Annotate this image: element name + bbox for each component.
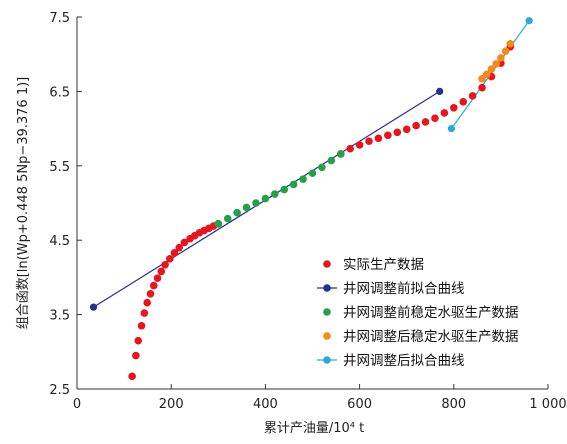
data-point — [161, 260, 169, 269]
data-point — [180, 238, 189, 247]
fit-line-endpoint — [447, 125, 456, 133]
x-tick-label: 0 — [73, 397, 81, 412]
data-point — [299, 175, 307, 183]
x-tick-label: 800 — [441, 397, 466, 412]
data-point — [132, 351, 140, 360]
data-point — [468, 92, 477, 100]
plot-area — [89, 17, 533, 381]
data-point — [501, 47, 510, 56]
data-point — [346, 144, 354, 153]
legend-label: 井网调整后拟合曲线 — [343, 353, 465, 369]
data-point — [242, 203, 251, 212]
axes — [76, 17, 548, 390]
data-point — [487, 65, 496, 73]
data-point — [482, 70, 491, 79]
data-point — [140, 309, 149, 317]
data-point — [431, 114, 439, 122]
data-point — [289, 180, 298, 189]
data-point — [478, 74, 486, 83]
data-point — [355, 141, 364, 149]
data-point — [170, 249, 179, 257]
data-point — [308, 169, 317, 178]
data-point — [280, 185, 289, 194]
data-point — [128, 372, 136, 381]
x-tick-label: 400 — [253, 397, 278, 412]
data-point — [412, 121, 420, 130]
legend-marker — [323, 332, 331, 340]
data-point — [223, 214, 232, 223]
data-point — [318, 163, 326, 172]
x-tick-label: 1 000 — [529, 397, 566, 412]
x-tick-label: 600 — [347, 397, 372, 412]
data-point — [374, 134, 383, 143]
data-point — [143, 298, 151, 307]
data-point — [497, 54, 505, 62]
y-axis-label: 组合函数[ln(Wp+0.448 5Np−39.376 1)] — [16, 77, 31, 330]
data-point — [146, 289, 155, 298]
data-point — [440, 109, 449, 117]
fit-line-endpoint — [436, 87, 444, 95]
y-tick-label: 7.5 — [49, 11, 70, 26]
y-tick-label: 5.5 — [49, 160, 70, 175]
data-point — [421, 118, 430, 126]
data-point — [336, 150, 345, 158]
y-tick-label: 3.5 — [49, 309, 70, 324]
legend-marker — [323, 356, 331, 364]
data-point — [153, 274, 162, 282]
data-point — [134, 336, 143, 345]
legend-marker — [323, 308, 331, 316]
legend-marker — [323, 284, 331, 292]
y-tick-label: 4.5 — [49, 234, 70, 249]
data-point — [402, 125, 411, 134]
legend-label: 实际生产数据 — [343, 257, 424, 273]
fit-line-endpoint — [525, 17, 533, 25]
legend: 实际生产数据井网调整前拟合曲线井网调整前稳定水驱生产数据井网调整后稳定水驱生产数… — [317, 257, 519, 369]
data-point — [165, 254, 174, 263]
data-point — [506, 39, 515, 48]
data-point — [157, 267, 166, 276]
data-point — [271, 190, 279, 198]
data-point — [149, 281, 158, 290]
data-point — [450, 103, 458, 112]
data-point — [137, 321, 146, 330]
data-point — [365, 137, 373, 146]
x-tick-label: 200 — [159, 397, 184, 412]
y-tick-label: 6.5 — [49, 85, 70, 100]
legend-marker — [323, 260, 331, 268]
ticks: 0 200 400 600 800 1 000 2.5 3.5 4.5 5.5 6.5 7.5 — [49, 11, 566, 412]
data-point — [175, 243, 184, 252]
data-point — [459, 98, 468, 106]
data-point — [252, 199, 260, 207]
y-tick-label: 2.5 — [49, 383, 70, 398]
x-axis-label: 累计产油量/10⁴ t — [264, 421, 364, 436]
fit-line-endpoint — [89, 303, 98, 311]
data-point — [261, 194, 270, 203]
legend-label: 井网调整前拟合曲线 — [343, 280, 465, 297]
data-point — [384, 131, 392, 140]
legend-label: 井网调整后稳定水驱生产数据 — [343, 329, 519, 345]
data-point — [492, 60, 500, 68]
data-point — [478, 83, 486, 92]
data-point — [393, 128, 402, 137]
data-point — [214, 220, 223, 228]
data-point — [233, 208, 241, 217]
data-point — [327, 156, 336, 165]
legend-label: 井网调整前稳定水驱生产数据 — [343, 304, 519, 321]
